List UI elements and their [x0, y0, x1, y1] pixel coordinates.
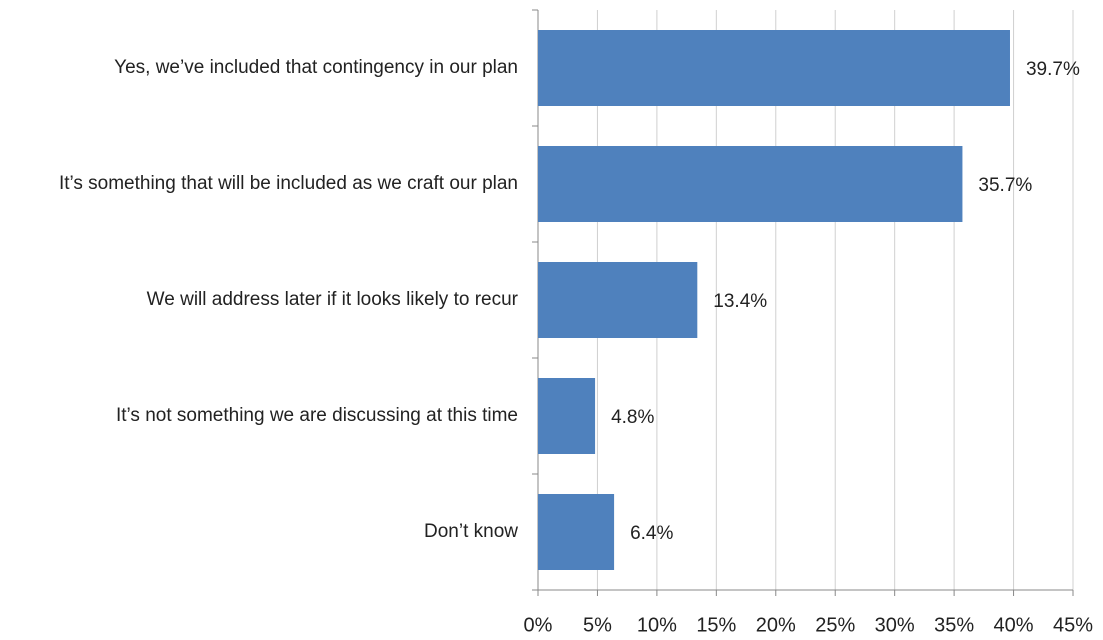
category-label-box: It’s something that will be included as …: [59, 126, 518, 242]
x-tick-label: 30%: [875, 614, 915, 636]
data-label: 13.4%: [713, 291, 767, 312]
y-tick-label: We will address later if it looks likely…: [146, 289, 518, 310]
bar: [538, 262, 698, 338]
category-label-box: We will address later if it looks likely…: [147, 242, 518, 358]
y-tick-label: It’s not something we are discussing at …: [115, 405, 518, 426]
data-label: 39.7%: [1026, 59, 1080, 80]
data-label: 35.7%: [978, 175, 1032, 196]
x-tick-label: 20%: [756, 614, 796, 636]
x-tick-label: 40%: [994, 614, 1034, 636]
category-label-box: Don’t know: [424, 474, 518, 590]
bar: [538, 494, 615, 570]
x-tick-label: 15%: [696, 614, 736, 636]
category-label-box: Yes, we’ve included that contingency in …: [114, 10, 518, 126]
data-label: 6.4%: [630, 523, 673, 544]
bar: [538, 30, 1010, 106]
bar: [538, 146, 963, 222]
y-tick-label: Don’t know: [424, 521, 518, 542]
data-label: 4.8%: [611, 407, 654, 428]
y-tick-label: It’s something that will be included as …: [58, 173, 518, 194]
x-tick-label: 45%: [1053, 614, 1093, 636]
x-tick-label: 5%: [583, 614, 612, 636]
x-tick-label: 10%: [637, 614, 677, 636]
y-tick-label: Yes, we’ve included that contingency in …: [114, 57, 518, 78]
category-label-box: It’s not something we are discussing at …: [116, 358, 518, 474]
x-tick-label: 35%: [934, 614, 974, 636]
bar: [538, 378, 596, 454]
x-tick-label: 0%: [524, 614, 553, 636]
x-tick-label: 25%: [815, 614, 855, 636]
